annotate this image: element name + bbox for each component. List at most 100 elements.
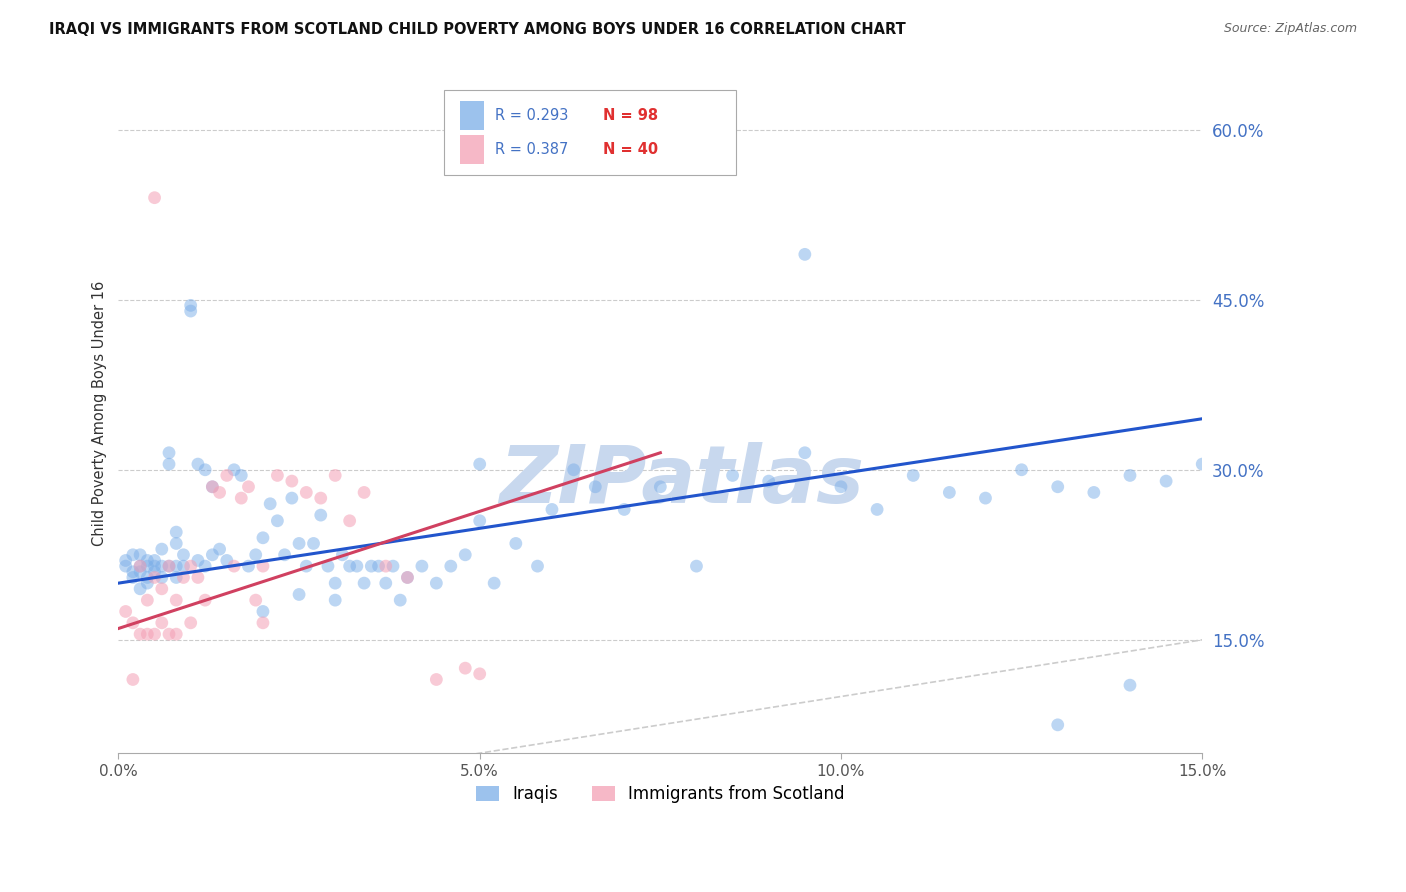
Point: [721, 468, 744, 483]
Point: [440, 559, 463, 574]
Point: [793, 446, 815, 460]
Point: [288, 587, 311, 601]
Point: [252, 605, 274, 619]
Point: [685, 559, 707, 574]
Point: [157, 446, 180, 460]
Point: [187, 457, 209, 471]
Point: [389, 593, 412, 607]
Point: [122, 615, 145, 630]
Point: [650, 480, 672, 494]
Point: [180, 559, 202, 574]
Point: [136, 559, 159, 574]
Point: [866, 502, 889, 516]
Point: [194, 463, 217, 477]
Text: ZIPatlas: ZIPatlas: [499, 442, 865, 520]
Point: [938, 485, 960, 500]
Point: [231, 468, 253, 483]
Point: [194, 559, 217, 574]
Point: [374, 559, 396, 574]
Point: [1154, 474, 1177, 488]
Point: [208, 485, 231, 500]
Point: [215, 468, 238, 483]
Point: [222, 463, 245, 477]
Text: R = 0.387: R = 0.387: [495, 142, 568, 157]
Point: [114, 605, 136, 619]
Point: [583, 480, 606, 494]
Point: [187, 553, 209, 567]
Point: [266, 468, 288, 483]
Point: [129, 565, 152, 579]
Point: [339, 559, 361, 574]
Point: [425, 576, 447, 591]
Point: [353, 576, 375, 591]
Point: [425, 673, 447, 687]
Point: [143, 565, 166, 579]
Text: IRAQI VS IMMIGRANTS FROM SCOTLAND CHILD POVERTY AMONG BOYS UNDER 16 CORRELATION : IRAQI VS IMMIGRANTS FROM SCOTLAND CHILD …: [49, 22, 905, 37]
Point: [157, 457, 180, 471]
Point: [165, 559, 187, 574]
Point: [562, 463, 585, 477]
Text: Source: ZipAtlas.com: Source: ZipAtlas.com: [1223, 22, 1357, 36]
Point: [238, 480, 260, 494]
Point: [201, 480, 224, 494]
Point: [136, 593, 159, 607]
Bar: [460, 136, 484, 164]
Point: [281, 474, 304, 488]
Point: [143, 553, 166, 567]
FancyBboxPatch shape: [443, 90, 737, 175]
Point: [367, 559, 389, 574]
Point: [468, 666, 491, 681]
Point: [323, 593, 346, 607]
Point: [505, 536, 527, 550]
Point: [180, 298, 202, 312]
Point: [295, 559, 318, 574]
Point: [187, 570, 209, 584]
Point: [150, 615, 173, 630]
Point: [526, 559, 548, 574]
Point: [793, 247, 815, 261]
Point: [208, 542, 231, 557]
Point: [360, 559, 382, 574]
Point: [150, 582, 173, 596]
Y-axis label: Child Poverty Among Boys Under 16: Child Poverty Among Boys Under 16: [93, 280, 107, 546]
Point: [613, 502, 636, 516]
Point: [201, 548, 224, 562]
Point: [143, 559, 166, 574]
Point: [1119, 678, 1142, 692]
Point: [157, 559, 180, 574]
Point: [143, 627, 166, 641]
Point: [150, 570, 173, 584]
Point: [309, 491, 332, 505]
Point: [136, 570, 159, 584]
Point: [122, 565, 145, 579]
Point: [143, 570, 166, 584]
Point: [238, 559, 260, 574]
Point: [1046, 480, 1069, 494]
Point: [129, 559, 152, 574]
Point: [114, 559, 136, 574]
Point: [129, 627, 152, 641]
Point: [172, 559, 194, 574]
Point: [353, 485, 375, 500]
Point: [295, 485, 318, 500]
Point: [316, 559, 339, 574]
Bar: [460, 101, 484, 129]
Legend: Iraqis, Immigrants from Scotland: Iraqis, Immigrants from Scotland: [470, 778, 852, 809]
Point: [259, 497, 281, 511]
Point: [180, 615, 202, 630]
Point: [266, 514, 288, 528]
Point: [252, 531, 274, 545]
Point: [332, 548, 354, 562]
Point: [157, 627, 180, 641]
Point: [346, 559, 368, 574]
Point: [309, 508, 332, 522]
Point: [114, 553, 136, 567]
Point: [215, 553, 238, 567]
Point: [222, 559, 245, 574]
Point: [245, 593, 267, 607]
Point: [150, 559, 173, 574]
Point: [129, 582, 152, 596]
Point: [468, 514, 491, 528]
Point: [830, 480, 852, 494]
Point: [165, 536, 187, 550]
